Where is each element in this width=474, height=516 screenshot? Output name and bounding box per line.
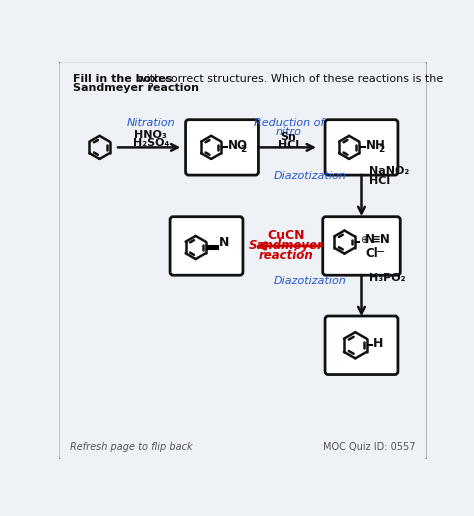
Text: Diazotization: Diazotization	[273, 276, 346, 285]
FancyBboxPatch shape	[325, 316, 398, 375]
Text: reaction: reaction	[259, 249, 314, 262]
Text: Sn: Sn	[281, 132, 297, 142]
FancyBboxPatch shape	[186, 120, 258, 175]
Text: Sandmeyer: Sandmeyer	[249, 239, 324, 252]
Text: NaNO₂: NaNO₂	[369, 166, 410, 176]
Text: N: N	[365, 233, 374, 246]
Text: Sandmeyer reaction: Sandmeyer reaction	[73, 84, 199, 93]
FancyBboxPatch shape	[325, 120, 398, 175]
Text: Nitration: Nitration	[127, 118, 175, 128]
Text: HCl: HCl	[278, 140, 299, 151]
FancyBboxPatch shape	[323, 217, 400, 275]
Text: HNO₃: HNO₃	[134, 130, 167, 140]
Text: NO: NO	[228, 139, 248, 152]
Text: ?: ?	[147, 84, 154, 93]
Text: ≡N: ≡N	[371, 233, 391, 246]
Text: N: N	[219, 236, 229, 249]
FancyBboxPatch shape	[170, 217, 243, 275]
Text: CuCN: CuCN	[268, 230, 305, 243]
Text: H: H	[373, 337, 383, 350]
Text: H₂SO₄: H₂SO₄	[133, 138, 169, 148]
FancyBboxPatch shape	[58, 61, 428, 460]
Text: Refresh page to flip back: Refresh page to flip back	[70, 442, 193, 452]
Text: Fill in the boxes: Fill in the boxes	[73, 74, 173, 84]
Text: Cl: Cl	[365, 247, 378, 260]
Text: −: −	[375, 247, 385, 257]
Text: HCl: HCl	[369, 175, 391, 185]
Text: Reduction of: Reduction of	[254, 118, 324, 128]
Text: 2: 2	[241, 145, 247, 154]
Text: H₃PO₂: H₃PO₂	[369, 272, 406, 283]
Text: 2: 2	[379, 145, 385, 154]
Text: ⊕: ⊕	[360, 235, 368, 245]
Text: NH: NH	[366, 139, 386, 152]
Text: with correct structures. Which of these reactions is the: with correct structures. Which of these …	[135, 74, 444, 84]
Text: nitro: nitro	[276, 126, 301, 137]
Text: MOC Quiz ID: 0557: MOC Quiz ID: 0557	[323, 442, 416, 452]
Text: Diazotization: Diazotization	[273, 171, 346, 181]
